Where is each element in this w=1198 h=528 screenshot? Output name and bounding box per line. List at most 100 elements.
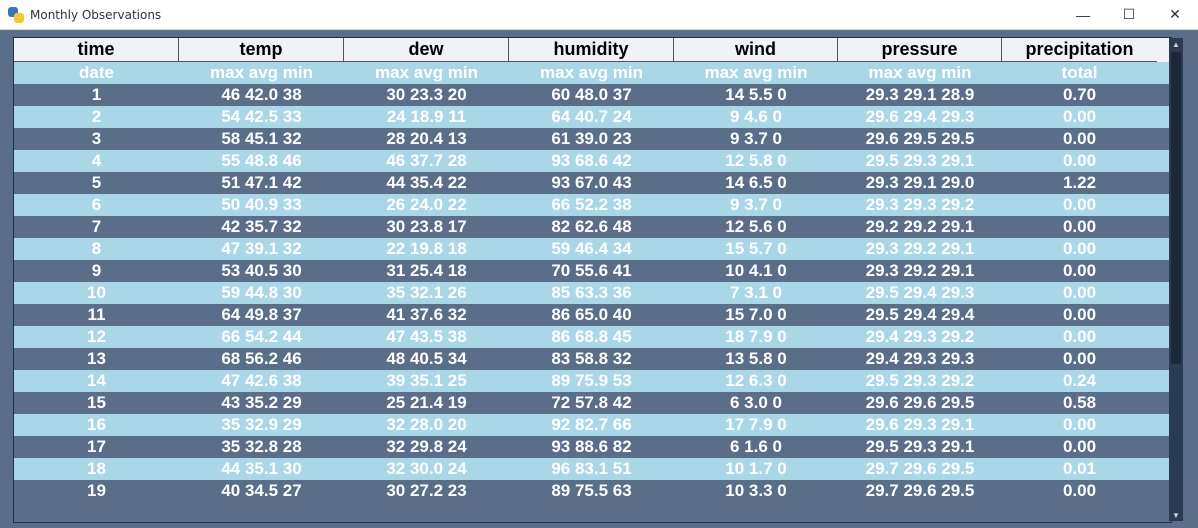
table-cell: 22 19.8 18 [386,239,467,258]
column-header-humidity[interactable]: humidity [509,38,674,62]
table-cell: 9 [91,261,102,280]
scroll-down-icon[interactable]: ▼ [1172,510,1180,520]
minimize-button[interactable]: — [1076,6,1090,23]
table-cell: 10 [87,283,106,302]
table-cell: 93 68.6 42 [551,151,632,170]
table-cell: 70 55.6 41 [551,261,632,280]
maximize-button[interactable]: ☐ [1122,6,1136,22]
table-cell: 29.5 29.3 29.2 [865,371,975,390]
table-cell: 0.24 [1062,371,1097,390]
table-cell: 15 [87,393,106,412]
table-cell: 39 35.1 25 [386,371,467,390]
table-cell: 89 75.5 63 [551,481,632,500]
table-cell: 93 88.6 82 [551,437,632,456]
table-cell: 6 3.0 0 [730,393,782,412]
table-cell: 47 42.6 38 [221,371,302,390]
close-button[interactable]: ✕ [1169,6,1181,22]
table-cell: 30 23.8 17 [386,217,467,236]
table-cell: 29.5 29.4 29.3 [865,283,975,302]
table-cell: 12 6.3 0 [725,371,787,390]
table-row: 19 40 34.5 27 30 27.2 23 89 75.5 63 10 3.3 0… [14,480,1171,502]
observations-table: time temp dew humidity wind pressure precipita… [13,37,1172,523]
window-controls: — ☐ ✕ [1060,0,1198,29]
table-cell: 5 [91,173,102,192]
table-cell: 96 83.1 51 [551,459,632,478]
table-cell: 55 48.8 46 [221,151,302,170]
table-cell: 14 5.5 0 [725,85,787,104]
table-cell: 29.6 29.5 29.5 [865,129,975,148]
python-icon [8,6,24,23]
table-cell: 11 [87,305,106,324]
column-header-precipitation[interactable]: precipitation [1002,38,1157,62]
table-cell: 13 [87,349,106,368]
table-cell: 29.3 29.3 29.2 [865,195,975,214]
table-cell: 41 37.6 32 [386,305,467,324]
table-cell: max avg min [210,63,313,82]
table-cell: 29.5 29.3 29.1 [865,151,975,170]
table-cell: 59 46.4 34 [551,239,632,258]
table-cell: 0.00 [1062,305,1097,324]
table-cell: 0.01 [1062,459,1097,478]
table-cell: 29.5 29.4 29.4 [865,305,975,324]
table-cell: 29.7 29.6 29.5 [865,481,975,500]
table-cell: 60 48.0 37 [551,85,632,104]
table-cell: 0.00 [1062,151,1097,170]
table-cell: 0.00 [1062,415,1097,434]
table-cell: 32 30.0 24 [386,459,467,478]
table-cell: 72 57.8 42 [551,393,632,412]
table-cell: 14 [87,371,106,390]
vertical-scrollbar[interactable]: ▲ ▼ [1169,38,1183,521]
table-cell: 59 44.8 30 [221,283,302,302]
table-row: 2 54 42.5 33 24 18.9 11 64 40.7 24 9 4.6 0 29… [14,106,1171,128]
table-cell: 29.2 29.2 29.1 [865,217,975,236]
table-cell: 29.6 29.3 29.1 [865,415,975,434]
table-cell: 32 28.0 20 [386,415,467,434]
table-cell: 16 [87,415,106,434]
subheader-row: date max avg min max avg min max avg min max… [14,62,1171,84]
table-row: 11 64 49.8 37 41 37.6 32 86 65.0 40 15 7.0 0… [14,304,1171,326]
table-cell: 29.3 29.1 28.9 [865,85,975,104]
column-header-pressure[interactable]: pressure [838,38,1002,62]
table-cell: max avg min [540,63,643,82]
title-bar: Monthly Observations — ☐ ✕ [0,0,1198,30]
table-cell: 58 45.1 32 [221,129,302,148]
table-cell: 29.3 29.2 29.1 [865,239,975,258]
table-row: 16 35 32.9 29 32 28.0 20 92 82.7 66 17 7.9 0… [14,414,1171,436]
table-cell: 44 35.4 22 [386,173,467,192]
table-cell: 92 82.7 66 [551,415,632,434]
table-row: 12 66 54.2 44 47 43.5 38 86 68.8 45 18 7.9 0… [14,326,1171,348]
table-cell: 31 25.4 18 [386,261,467,280]
table-cell: 50 40.9 33 [221,195,302,214]
table-cell: 10 1.7 0 [725,459,787,478]
table-cell: 89 75.9 53 [551,371,632,390]
table-cell: 64 49.8 37 [221,305,302,324]
table-cell: 35 32.1 26 [386,283,467,302]
column-header-dew[interactable]: dew [344,38,509,62]
table-cell: 7 [91,217,102,236]
table-cell: 12 5.8 0 [725,151,787,170]
table-cell: 0.00 [1062,327,1097,346]
table-cell: 10 3.3 0 [725,481,787,500]
table-body: date max avg min max avg min max avg min max… [14,62,1171,502]
scrollbar-thumb[interactable] [1171,52,1181,364]
table-cell: 25 21.4 19 [386,393,467,412]
table-cell: 0.00 [1062,283,1097,302]
column-header-wind[interactable]: wind [674,38,838,62]
table-cell: 43 35.2 29 [221,393,302,412]
table-cell: 0.00 [1062,129,1097,148]
table-row: 3 58 45.1 32 28 20.4 13 61 39.0 23 9 3.7 0 29… [14,128,1171,150]
table-cell: 9 3.7 0 [730,129,782,148]
table-cell: 0.00 [1062,481,1097,500]
table-cell: 35 32.9 29 [221,415,302,434]
table-cell: 32 29.8 24 [386,437,467,456]
table-cell: 0.00 [1062,239,1097,258]
table-row: 5 51 47.1 42 44 35.4 22 93 67.0 43 14 6.5 0 2… [14,172,1171,194]
column-header-time[interactable]: time [14,38,179,62]
scroll-up-icon[interactable]: ▲ [1172,39,1180,49]
table-cell: 0.00 [1062,437,1097,456]
table-cell: 44 35.1 30 [221,459,302,478]
table-cell: 29.4 29.3 29.2 [865,327,975,346]
table-cell: 0.00 [1062,107,1097,126]
column-header-temp[interactable]: temp [179,38,344,62]
table-cell: 82 62.6 48 [551,217,632,236]
